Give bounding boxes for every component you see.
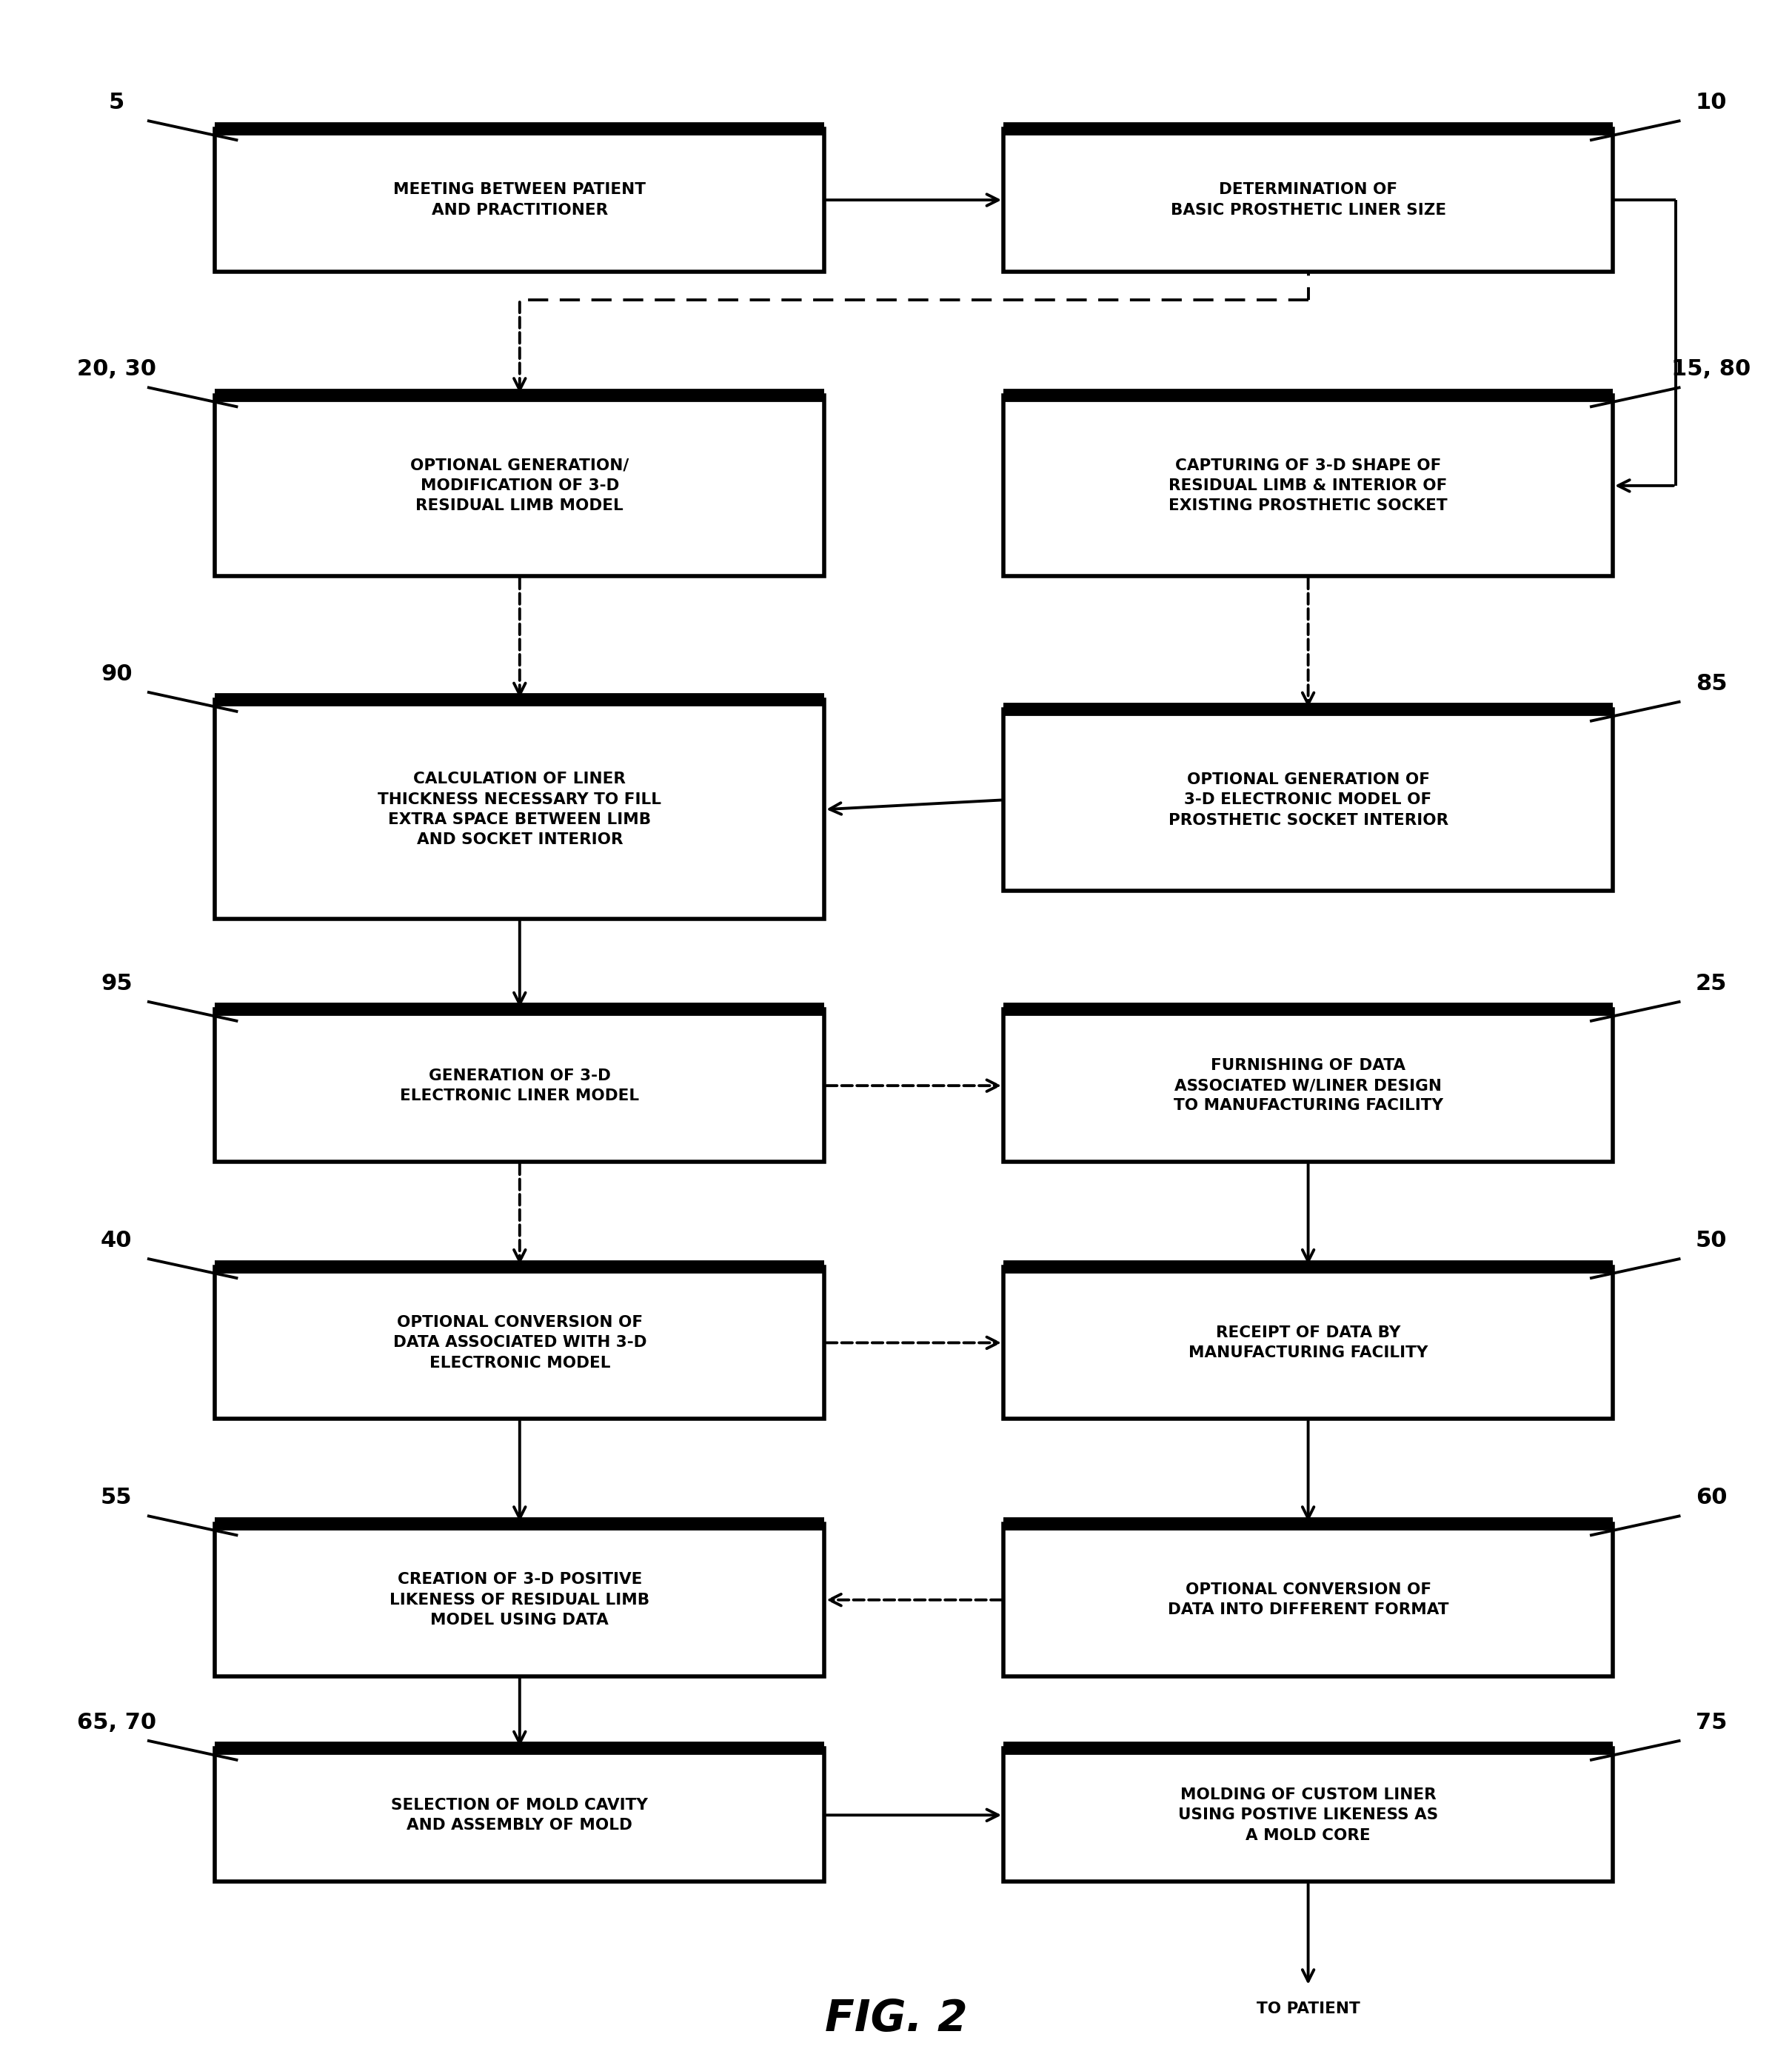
Text: 50: 50	[1695, 1230, 1727, 1251]
Text: OPTIONAL GENERATION OF
3-D ELECTRONIC MODEL OF
PROSTHETIC SOCKET INTERIOR: OPTIONAL GENERATION OF 3-D ELECTRONIC MO…	[1168, 771, 1448, 827]
Text: 95: 95	[100, 973, 133, 994]
Text: FURNISHING OF DATA
ASSOCIATED W/LINER DESIGN
TO MANUFACTURING FACILITY: FURNISHING OF DATA ASSOCIATED W/LINER DE…	[1174, 1057, 1443, 1113]
Text: 60: 60	[1695, 1487, 1727, 1508]
Text: OPTIONAL CONVERSION OF
DATA ASSOCIATED WITH 3-D
ELECTRONIC MODEL: OPTIONAL CONVERSION OF DATA ASSOCIATED W…	[392, 1314, 647, 1370]
Text: 55: 55	[100, 1487, 133, 1508]
Text: 5: 5	[109, 93, 124, 113]
Text: OPTIONAL CONVERSION OF
DATA INTO DIFFERENT FORMAT: OPTIONAL CONVERSION OF DATA INTO DIFFERE…	[1168, 1582, 1448, 1617]
Text: DETERMINATION OF
BASIC PROSTHETIC LINER SIZE: DETERMINATION OF BASIC PROSTHETIC LINER …	[1170, 183, 1446, 218]
Bar	[215, 1524, 824, 1676]
Text: 10: 10	[1695, 93, 1727, 113]
Text: MEETING BETWEEN PATIENT
AND PRACTITIONER: MEETING BETWEEN PATIENT AND PRACTITIONER	[394, 183, 645, 218]
Text: FIG. 2: FIG. 2	[824, 1997, 968, 2041]
Text: 15, 80: 15, 80	[1672, 358, 1751, 381]
Bar	[1004, 710, 1613, 891]
Bar	[1004, 1748, 1613, 1882]
Text: RECEIPT OF DATA BY
MANUFACTURING FACILITY: RECEIPT OF DATA BY MANUFACTURING FACILIT…	[1188, 1325, 1428, 1360]
Text: MOLDING OF CUSTOM LINER
USING POSTIVE LIKENESS AS
A MOLD CORE: MOLDING OF CUSTOM LINER USING POSTIVE LI…	[1177, 1788, 1439, 1843]
Text: 20, 30: 20, 30	[77, 358, 156, 381]
Text: 85: 85	[1695, 673, 1727, 695]
Text: CREATION OF 3-D POSITIVE
LIKENESS OF RESIDUAL LIMB
MODEL USING DATA: CREATION OF 3-D POSITIVE LIKENESS OF RES…	[389, 1572, 650, 1627]
Text: 40: 40	[100, 1230, 133, 1251]
Bar	[215, 699, 824, 919]
Bar	[1004, 130, 1613, 272]
Bar	[215, 395, 824, 576]
Bar	[215, 1267, 824, 1419]
Bar	[1004, 1267, 1613, 1419]
Bar	[215, 1010, 824, 1162]
Bar	[1004, 1010, 1613, 1162]
Text: OPTIONAL GENERATION/
MODIFICATION OF 3-D
RESIDUAL LIMB MODEL: OPTIONAL GENERATION/ MODIFICATION OF 3-D…	[410, 459, 629, 514]
Text: CALCULATION OF LINER
THICKNESS NECESSARY TO FILL
EXTRA SPACE BETWEEN LIMB
AND SO: CALCULATION OF LINER THICKNESS NECESSARY…	[378, 771, 661, 847]
Bar	[1004, 1524, 1613, 1676]
Bar	[215, 130, 824, 272]
Text: 25: 25	[1695, 973, 1727, 994]
Text: GENERATION OF 3-D
ELECTRONIC LINER MODEL: GENERATION OF 3-D ELECTRONIC LINER MODEL	[400, 1068, 640, 1103]
Text: 90: 90	[100, 662, 133, 685]
Text: SELECTION OF MOLD CAVITY
AND ASSEMBLY OF MOLD: SELECTION OF MOLD CAVITY AND ASSEMBLY OF…	[391, 1798, 649, 1833]
Bar	[215, 1748, 824, 1882]
Text: 65, 70: 65, 70	[77, 1711, 156, 1734]
Text: 75: 75	[1695, 1711, 1727, 1734]
Text: CAPTURING OF 3-D SHAPE OF
RESIDUAL LIMB & INTERIOR OF
EXISTING PROSTHETIC SOCKET: CAPTURING OF 3-D SHAPE OF RESIDUAL LIMB …	[1168, 459, 1448, 514]
Text: TO PATIENT: TO PATIENT	[1256, 2001, 1360, 2016]
Bar	[1004, 395, 1613, 576]
